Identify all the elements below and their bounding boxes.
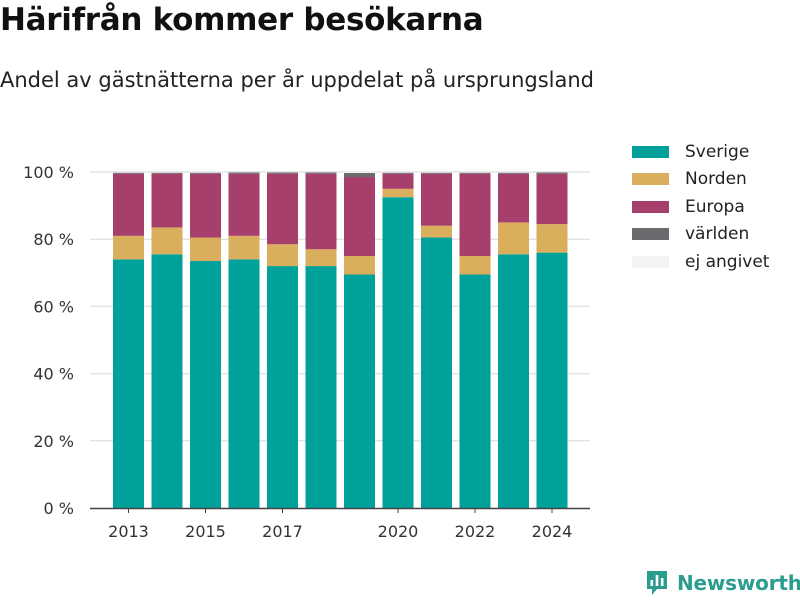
legend-swatch-sverige: [632, 145, 669, 158]
legend-label: Sverige: [685, 141, 750, 162]
bar-segment: [267, 172, 298, 174]
bar-segment: [459, 173, 491, 256]
bar-segment: [190, 261, 221, 508]
y-tick-label: 60 %: [33, 297, 74, 316]
bar-segment: [267, 173, 298, 245]
bar-segment: [421, 172, 452, 174]
bar-segment: [382, 197, 414, 508]
x-tick-label: 2015: [185, 522, 226, 541]
legend-swatch-europa: [632, 200, 669, 213]
legend: Sverige Norden Europa världen ej angivet: [632, 138, 769, 276]
bar-segment: [113, 259, 144, 508]
bar-segment: [151, 172, 183, 174]
bar-segment: [151, 173, 183, 228]
bar-segment: [498, 254, 529, 508]
bar-segment: [190, 173, 221, 238]
bar-segment: [113, 173, 144, 236]
y-tick-label: 40 %: [33, 365, 74, 384]
legend-swatch-varlden: [632, 228, 669, 241]
bar-chart-logo-icon: [647, 571, 667, 595]
bar-segment: [113, 172, 144, 174]
bar-segment: [190, 172, 221, 173]
bar-segment: [267, 244, 298, 267]
bar-segment: [498, 222, 529, 255]
bar-segment: [536, 252, 568, 508]
bar-segment: [344, 177, 375, 256]
legend-item-varlden[interactable]: världen: [632, 221, 769, 249]
bar-segment: [421, 237, 452, 508]
newsworthy-brand[interactable]: Newsworthy: [645, 569, 800, 597]
legend-label: ej angivet: [685, 251, 770, 272]
bar-segment: [190, 237, 221, 262]
bar-segment: [267, 266, 298, 508]
bar-segment: [151, 254, 183, 508]
bar-segment: [344, 173, 375, 178]
bar-segment: [305, 249, 337, 267]
bar-segment: [190, 172, 221, 174]
y-tick-label: 0 %: [44, 499, 74, 518]
legend-item-ej-angivet[interactable]: ej angivet: [632, 248, 769, 276]
bar-segment: [228, 235, 260, 260]
bar-segment: [459, 256, 491, 275]
bar-segment: [382, 173, 414, 189]
chart-title: Härifrån kommer besökarna: [0, 2, 484, 38]
legend-label: Norden: [685, 169, 747, 190]
y-tick-label: 100 %: [23, 163, 74, 182]
bar-segment: [382, 172, 414, 174]
bar-segment: [536, 172, 568, 174]
bar-segment: [536, 173, 568, 225]
y-tick-label: 80 %: [33, 230, 74, 249]
x-tick-label: 2013: [108, 522, 149, 541]
bar-segment: [305, 173, 337, 250]
bar-segment: [305, 266, 337, 508]
bar-segment: [151, 172, 183, 173]
bar-segment: [344, 172, 375, 174]
legend-label: världen: [685, 224, 750, 245]
x-tick-label: 2022: [455, 522, 496, 541]
brand-name: Newsworthy: [677, 571, 800, 595]
legend-swatch-ej-angivet: [632, 255, 669, 268]
bar-segment: [459, 274, 491, 508]
legend-label: Europa: [685, 196, 745, 217]
bar-segment: [382, 172, 414, 173]
bar-segment: [344, 256, 375, 275]
bar-segment: [421, 173, 452, 226]
bar-segment: [228, 172, 260, 174]
bar-segment: [113, 172, 144, 173]
bar-segment: [498, 173, 529, 223]
x-tick-label: 2024: [532, 522, 573, 541]
bar-segment: [421, 225, 452, 238]
x-tick-label: 2017: [262, 522, 303, 541]
legend-item-sverige[interactable]: Sverige: [632, 138, 769, 166]
bar-segment: [536, 224, 568, 253]
bar-segment: [382, 188, 414, 198]
legend-swatch-norden: [632, 173, 669, 186]
bar-segment: [228, 173, 260, 236]
bar-segment: [344, 274, 375, 508]
x-tick-label: 2020: [378, 522, 419, 541]
bar-segment: [459, 172, 491, 174]
y-tick-label: 20 %: [33, 432, 74, 451]
bar-segment: [498, 172, 529, 173]
legend-item-norden[interactable]: Norden: [632, 166, 769, 194]
bar-segment: [459, 172, 491, 173]
bar-segment: [113, 235, 144, 260]
legend-item-europa[interactable]: Europa: [632, 193, 769, 221]
chart-subtitle: Andel av gästnätterna per år uppdelat på…: [0, 68, 594, 92]
bar-segment: [421, 172, 452, 173]
bar-segment: [151, 227, 183, 255]
bar-segment: [228, 259, 260, 508]
bar-segment: [498, 172, 529, 174]
bar-segment: [305, 172, 337, 174]
